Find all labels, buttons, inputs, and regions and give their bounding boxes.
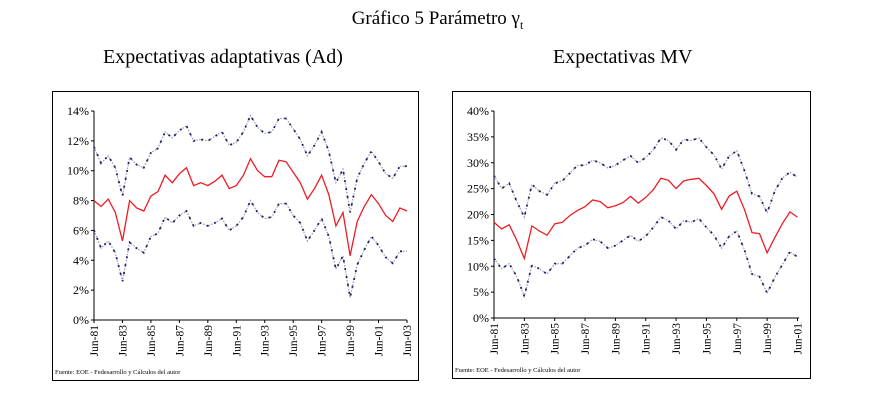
y-tick-label: 20% [467, 208, 489, 222]
chart-mv-svg: 0% 5% 10% 15% 20% 25% 30% 35% 40% Jun-81 Jun-83 Jun… [455, 104, 804, 374]
y-tick-label: 6% [73, 223, 89, 237]
x-tick-label: Jun-01 [792, 323, 804, 355]
x-tick-label: Jun-87 [174, 325, 186, 357]
y-tick-label: 12% [67, 134, 89, 148]
series-lower-line-light [493, 216, 798, 299]
x-tick-label: Jun-81 [89, 325, 101, 357]
x-tick-label: Jun-83 [519, 323, 531, 355]
x-tick-label: Jun-89 [610, 323, 622, 355]
x-tick-label: Jun-81 [489, 323, 501, 355]
x-tick-label: Jun-91 [641, 323, 653, 355]
x-tick-label: Jun-03 [402, 325, 414, 357]
x-tick-label: Jun-83 [117, 325, 129, 357]
y-tick-label: 10% [67, 164, 89, 178]
chart-adaptive: 0% 2% 4% 6% 8% 10% 12% 14% Jun-81 Jun-83 Jun-85 Jun… [52, 91, 419, 381]
y-tick-label: 35% [467, 130, 489, 144]
chart-mv: 0% 5% 10% 15% 20% 25% 30% 35% 40% Jun-81 Jun-83 Jun… [452, 91, 811, 379]
y-tick-label: 15% [467, 233, 489, 247]
figure-title-text: Gráfico 5 Parámetro γ [351, 8, 520, 29]
x-tick-label: Jun-91 [231, 325, 243, 357]
source-note: Fuente: EOE - Fedesarrollo y Cálculos de… [455, 367, 581, 374]
chart-title-adaptive: Expectativas adaptativas (Ad) [103, 46, 343, 68]
x-tick-label: Jun-89 [203, 325, 215, 357]
series-upper-line-light [93, 114, 407, 213]
y-tick-label: 8% [73, 194, 89, 208]
chart-adaptive-svg: 0% 2% 4% 6% 8% 10% 12% 14% Jun-81 Jun-83 Jun-85 Jun… [55, 104, 414, 376]
x-tick-label: Jun-85 [146, 325, 158, 357]
x-tick-label: Jun-93 [671, 323, 683, 355]
x-tick-label: Jun-01 [374, 325, 386, 357]
series-upper-line-light [493, 137, 798, 219]
figure-title: Gráfico 5 Parámetro γt [0, 8, 875, 33]
y-tick-label: 2% [73, 283, 89, 297]
y-tick-label: 40% [467, 104, 489, 118]
source-note: Fuente: EOE - Fedesarrollo y Cálculos de… [55, 369, 181, 376]
figure-title-subscript: t [519, 17, 524, 32]
series-upper-line [493, 136, 799, 220]
y-tick-label: 30% [467, 156, 489, 170]
x-tick-label: Jun-95 [701, 323, 713, 355]
y-tick-label: 25% [467, 182, 489, 196]
x-tick-label: Jun-99 [762, 323, 774, 355]
chart-title-mv: Expectativas MV [553, 46, 693, 68]
series-center-line [493, 177, 798, 261]
series-lower-line-light [93, 199, 407, 298]
series-center-line [93, 157, 408, 256]
y-tick-label: 4% [73, 253, 89, 267]
y-tick-label: 5% [473, 285, 489, 299]
x-tick-label: Jun-99 [345, 325, 357, 357]
x-tick-label: Jun-85 [550, 323, 562, 355]
y-tick-label: 14% [67, 104, 89, 118]
x-tick-label: Jun-97 [732, 323, 744, 355]
y-tick-label: 0% [73, 313, 89, 327]
x-tick-label: Jun-93 [260, 325, 272, 357]
x-tick-label: Jun-87 [580, 323, 592, 355]
series-upper-line [93, 113, 407, 213]
x-tick-label: Jun-97 [317, 325, 329, 357]
x-tick-label: Jun-95 [288, 325, 300, 357]
y-tick-label: 0% [473, 311, 489, 325]
series-lower-line [493, 215, 799, 300]
y-tick-label: 10% [467, 259, 489, 273]
